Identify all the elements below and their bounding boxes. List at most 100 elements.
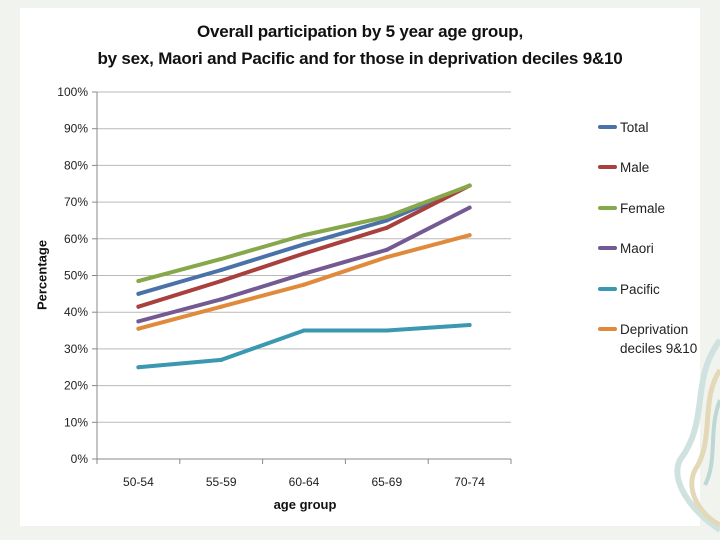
y-tick-label: 90% [64,122,88,136]
chart-title-line2: by sex, Maori and Pacific and for those … [97,49,623,68]
data-point [136,304,141,309]
data-point [219,256,224,261]
series-pacific [136,323,472,370]
data-point [302,242,306,247]
data-point [302,271,306,276]
data-point [384,328,389,333]
data-point [302,328,306,333]
series-segment [384,233,472,260]
legend-item: Deprivation deciles 9&10 [598,320,712,358]
series-segment [219,282,306,309]
y-tick-label: 10% [64,415,88,429]
x-tick-label: 60-64 [289,475,320,489]
series-segment [384,323,472,333]
series-segment [219,328,306,362]
y-tick-label: 80% [64,158,88,172]
series-segment [219,251,306,284]
data-point [302,233,306,238]
data-point [467,323,472,328]
y-tick-label: 50% [64,269,88,283]
data-point [384,214,389,219]
legend-swatch [598,206,617,210]
legend-swatch [598,287,617,291]
series-segment [136,304,224,331]
x-tick-label: 55-59 [206,475,237,489]
data-point [219,279,224,284]
legend-label: Pacific [620,282,660,297]
series-male [136,183,472,309]
grid-lines [97,91,511,423]
legend-label: Female [620,201,666,216]
legend-label: Male [620,160,650,175]
data-point [384,255,389,260]
y-tick-label: 40% [64,305,88,319]
legend-item: Maori [598,239,654,258]
data-point [136,279,141,284]
y-tick-label: 0% [71,452,89,466]
y-tick-label: 70% [64,195,88,209]
chart-title: Overall participation by 5 year age grou… [0,18,720,72]
chart-title-line1: Overall participation by 5 year age grou… [196,22,524,41]
data-point [302,282,306,287]
legend-label: Maori [620,241,654,256]
x-tick-label: 50-54 [123,475,154,489]
y-tick-label: 60% [64,232,88,246]
legend-swatch [598,246,617,250]
x-tick-label: 70-74 [454,475,485,489]
series-segment [302,218,389,247]
series-segment [219,233,306,261]
legend-item: Female [598,199,665,218]
legend-swatch [598,125,617,129]
series-segment [136,267,224,296]
data-point [219,357,224,362]
data-point [136,365,141,370]
series-total [136,183,472,296]
data-point [467,205,472,210]
legend-item: Male [598,158,649,177]
y-tick-label: 100% [57,85,88,99]
axes [92,91,512,464]
y-tick-label: 20% [64,379,88,393]
data-point [302,251,306,256]
series-segment [219,271,306,302]
series-lines [136,183,472,370]
data-point [136,326,141,331]
series-segment [219,242,306,272]
data-point [467,233,472,238]
data-point [136,291,141,296]
legend-swatch [598,165,617,169]
series-maori [136,205,472,324]
x-tick-label: 65-69 [371,475,402,489]
x-tick-labels: 50-54 55-59 60-64 65-69 70-74 [123,475,485,489]
data-point [384,218,389,223]
series-segment [136,279,224,309]
legend-item: Total [598,118,649,137]
series-segment [136,297,224,324]
legend-label: Total [620,120,649,135]
data-point [219,304,224,309]
series-segment [302,225,389,256]
legend-item: Pacific [598,280,660,299]
series-female [136,183,472,284]
series-segment [136,256,224,284]
data-point [219,297,224,302]
data-point [467,183,472,188]
series-segment [136,357,224,370]
data-point [384,247,389,252]
series-segment [302,255,389,287]
decorative-swirl [674,338,720,533]
data-point [219,267,224,272]
data-point [384,225,389,230]
data-point [136,319,141,324]
legend-label: Deprivation deciles 9&10 [620,322,698,356]
x-axis-label: age group [273,497,337,512]
series-segment [384,183,472,219]
series-segment [302,214,389,238]
y-tick-label: 30% [64,342,88,356]
series-segment [302,247,389,276]
y-tick-labels: 0% 10% 20% 30% 40% 50% 60% 70% 80% 90% 100% [57,85,88,466]
series-deprivation-deciles-9-10 [136,233,472,331]
legend-swatch [598,327,617,331]
series-segment [384,205,472,252]
